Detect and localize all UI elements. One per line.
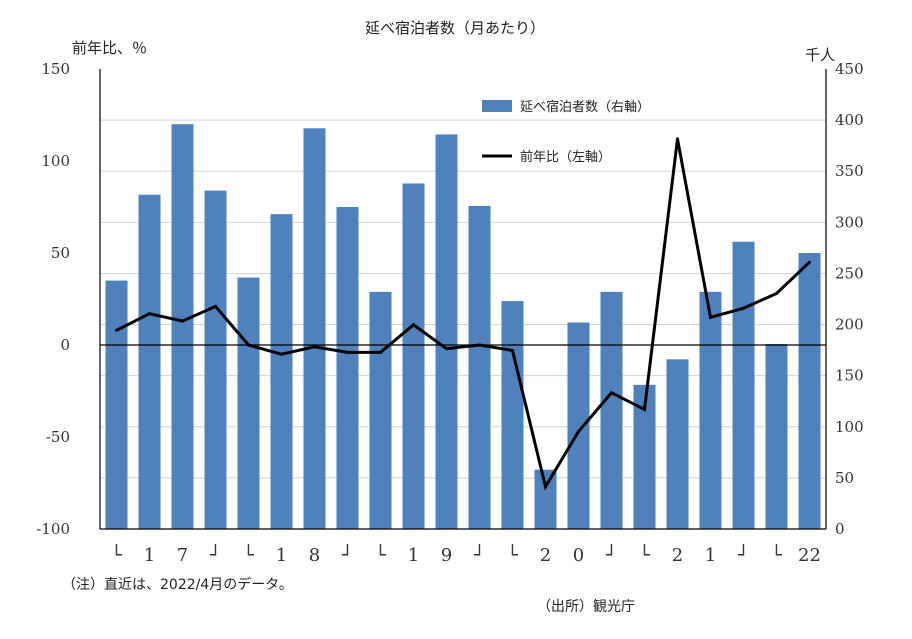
line-point: [214, 304, 217, 308]
line-point: [742, 306, 745, 310]
line-point: [412, 323, 415, 327]
footnote: （注）直近は、2022/4月のデータ。: [62, 576, 293, 593]
bar: [699, 291, 722, 529]
right-tick-label: 0: [835, 520, 845, 538]
left-tick-label: -50: [46, 428, 70, 446]
bar-series: [105, 124, 821, 530]
bar: [732, 241, 755, 529]
right-axis-ticks: 450 400 350 300 250 200 150 100 50 0: [835, 60, 864, 538]
x-axis-ticks: └ 1 7 ┘ └ 1 8 ┘ └ 1 9 ┘ └ 2 0 ┘ └ 2 1 ┘ └ 22: [111, 544, 821, 566]
line-point: [610, 391, 613, 395]
line-point: [709, 315, 712, 319]
yoy-line: [115, 138, 811, 491]
right-tick-label: 100: [835, 418, 864, 436]
left-axis-ticks: 150 100 50 0 -50 -100: [36, 60, 70, 538]
right-tick-label: 400: [835, 111, 864, 129]
left-tick-label: 50: [51, 244, 70, 262]
x-tick-label: 1: [144, 545, 155, 566]
right-tick-label: 50: [835, 469, 854, 487]
x-tick-label: └: [111, 544, 123, 566]
line-point: [148, 312, 151, 316]
line-point: [511, 349, 514, 353]
x-tick-label: └: [375, 544, 387, 566]
bar: [270, 214, 293, 529]
bar: [468, 205, 491, 529]
x-tick-label: ┘: [473, 544, 485, 566]
left-tick-label: 100: [41, 152, 70, 170]
x-tick-label: 2: [672, 545, 683, 566]
line-point: [115, 328, 118, 332]
x-tick-label: ┘: [209, 544, 221, 566]
line-series: [115, 137, 811, 491]
x-tick-label: └: [771, 544, 783, 566]
legend-bar-swatch: [482, 100, 512, 112]
bar: [138, 194, 161, 529]
line-point: [808, 260, 811, 264]
left-axis-unit: 前年比、％: [72, 39, 147, 57]
bar: [171, 124, 194, 529]
bar: [237, 277, 260, 529]
x-tick-label: 9: [441, 545, 452, 566]
bar: [336, 207, 359, 529]
left-tick-label: -100: [36, 520, 70, 538]
line-point: [775, 291, 778, 295]
plot-frame: [99, 69, 827, 530]
line-point: [280, 352, 283, 356]
bar: [633, 384, 656, 529]
legend-bar-label: 延べ宿泊者数（右軸）: [520, 99, 650, 115]
x-tick-label: ┘: [605, 544, 617, 566]
right-axis-unit: 千人: [805, 46, 835, 64]
bar: [798, 253, 821, 529]
x-tick-label: ┘: [341, 544, 353, 566]
bar: [105, 280, 128, 529]
legend: 延べ宿泊者数（右軸） 前年比（左軸）: [482, 99, 650, 165]
legend-line-label: 前年比（左軸）: [520, 149, 611, 165]
line-point: [379, 350, 382, 354]
x-tick-label: 2: [540, 545, 551, 566]
x-tick-label: └: [507, 544, 519, 566]
line-point: [676, 137, 679, 141]
right-tick-label: 350: [835, 162, 864, 180]
line-point: [313, 345, 316, 349]
bar: [402, 183, 425, 529]
bar: [435, 134, 458, 529]
left-tick-label: 0: [60, 336, 70, 354]
line-point: [181, 319, 184, 323]
line-point: [247, 343, 250, 347]
x-tick-label: 1: [276, 545, 287, 566]
line-point: [346, 350, 349, 354]
line-point: [478, 343, 481, 347]
line-point: [544, 485, 547, 489]
line-point: [643, 407, 646, 411]
source-note: （出所）観光庁: [537, 598, 635, 615]
x-tick-label: └: [639, 544, 651, 566]
bar: [666, 359, 689, 529]
bar: [204, 190, 227, 529]
right-tick-label: 300: [835, 213, 864, 231]
chart-title: 延べ宿泊者数（月あたり）: [365, 19, 545, 37]
x-tick-label: 8: [309, 545, 320, 566]
x-tick-label: ┘: [737, 544, 749, 566]
bar: [369, 291, 392, 529]
x-tick-label: 0: [573, 545, 584, 566]
bar: [567, 322, 590, 529]
x-tick-label: 7: [177, 545, 188, 566]
bar: [501, 301, 524, 529]
right-tick-label: 150: [835, 367, 864, 385]
x-tick-label: 22: [798, 545, 821, 566]
bar: [303, 128, 326, 530]
right-tick-label: 250: [835, 264, 864, 282]
line-point: [577, 429, 580, 433]
bar: [765, 343, 788, 529]
x-tick-label: 1: [408, 545, 419, 566]
x-tick-label: └: [243, 544, 255, 566]
x-tick-label: 1: [705, 545, 716, 566]
right-tick-label: 200: [835, 316, 864, 334]
bar: [534, 469, 557, 529]
bar: [600, 291, 623, 529]
left-tick-label: 150: [41, 60, 70, 78]
right-tick-label: 450: [835, 60, 864, 78]
line-point: [445, 347, 448, 351]
